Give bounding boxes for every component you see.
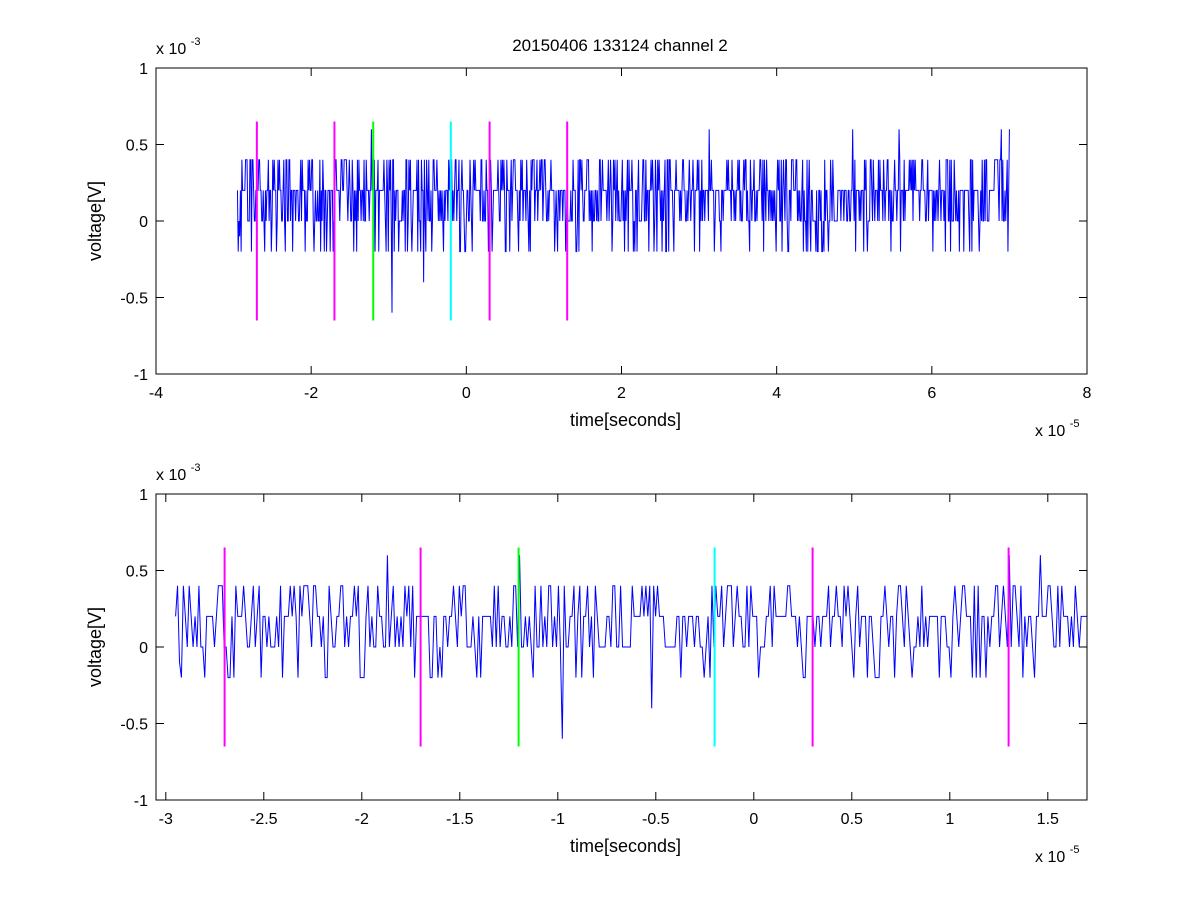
y-tick-label: -1	[134, 367, 148, 384]
x-axis-label: time[seconds]	[570, 836, 681, 856]
y-multiplier-exponent: -3	[191, 36, 201, 48]
x-tick-label: 6	[927, 385, 936, 402]
y-tick-label: 1	[139, 487, 148, 504]
y-axis-label: voltage[V]	[85, 607, 105, 687]
plot-top: -4 -2 0 2 4 6 8 -1 -0.5 0 0.5 1 time[seconds] voltage…	[85, 36, 1092, 440]
x-tick-label: -3	[159, 811, 173, 828]
x-tick-label: -2	[355, 811, 369, 828]
y-tick-label: 0.5	[126, 564, 148, 581]
y-tick-label: 1	[139, 61, 148, 78]
x-tick-label: 1	[945, 811, 954, 828]
x-tick-label: 1.5	[1037, 811, 1059, 828]
x-tick-label: -2.5	[250, 811, 278, 828]
y-multiplier-label: x 10 -3	[156, 462, 200, 484]
x-tick-label: 0	[462, 385, 471, 402]
y-tick-label: 0.5	[126, 138, 148, 155]
signal-line	[175, 555, 1087, 739]
x-tick-label: 0.5	[841, 811, 863, 828]
signal-line	[236, 129, 1010, 313]
x-tick-label: -0.5	[642, 811, 670, 828]
y-tick-label: -0.5	[120, 717, 148, 734]
x-multiplier-label: x 10 -5	[1035, 844, 1079, 866]
x-tick-label: 0	[749, 811, 758, 828]
y-tick-label: 0	[139, 640, 148, 657]
x-multiplier-exponent: -5	[1070, 844, 1080, 856]
x-tick-label: 2	[617, 385, 626, 402]
y-multiplier-label: x 10 -3	[156, 36, 200, 58]
y-axis-label: voltage[V]	[85, 181, 105, 261]
x-tick-label: 4	[772, 385, 781, 402]
x-tick-label: -1.5	[446, 811, 474, 828]
x-axis-label: time[seconds]	[570, 410, 681, 430]
x-multiplier-label: x 10 -5	[1035, 418, 1079, 440]
figure-title: 20150406 133124 channel 2	[512, 36, 728, 55]
y-tick-label: 0	[139, 214, 148, 231]
x-tick-label: 8	[1083, 385, 1092, 402]
x-tick-label: -2	[304, 385, 318, 402]
x-tick-label: -4	[149, 385, 163, 402]
x-multiplier-exponent: -5	[1070, 418, 1080, 430]
y-tick-label: -0.5	[120, 291, 148, 308]
y-multiplier-exponent: -3	[191, 462, 201, 474]
y-tick-label: -1	[134, 793, 148, 810]
plot-bottom: -3 -2.5 -2 -1.5 -1 -0.5 0 0.5 1 1.5 -1 -0.5 0 0.5 1 tim…	[85, 462, 1088, 866]
x-tick-label: -1	[551, 811, 565, 828]
